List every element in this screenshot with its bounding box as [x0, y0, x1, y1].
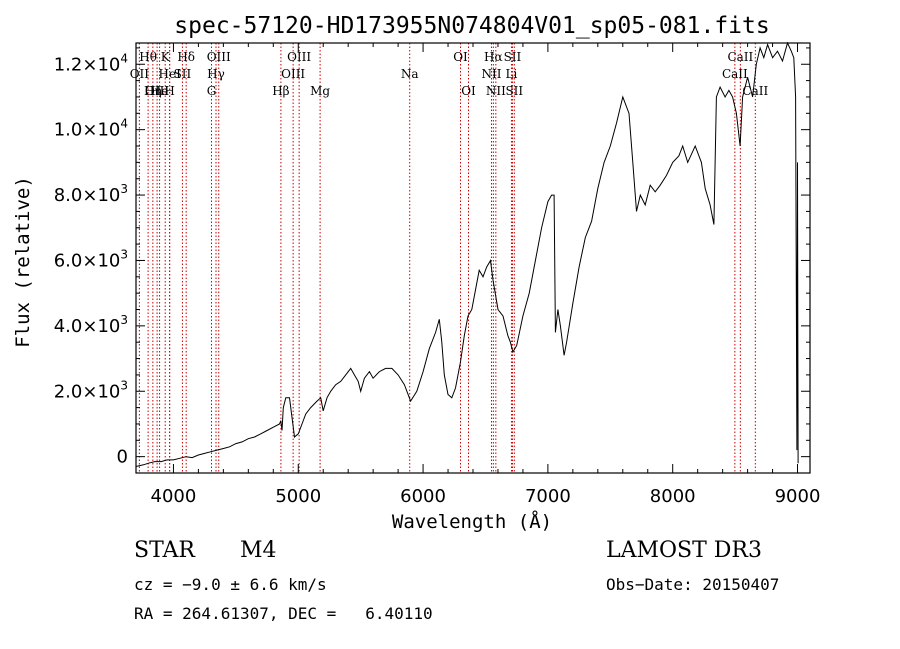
spectral-line-label: CaII	[727, 50, 753, 64]
spectral-line-label: CaII	[722, 67, 748, 81]
chart-title: spec-57120-HD173955N074804V01_sp05-081.f…	[174, 13, 769, 39]
spectral-line-label: SII	[504, 50, 522, 64]
spectral-line-label: G	[207, 84, 217, 98]
y-tick-exponent: 3	[120, 378, 128, 392]
spectral-line-label: Hδ	[177, 50, 195, 64]
spectral-line-label: OIII	[145, 84, 169, 98]
spectral-line-label: OIII	[207, 50, 231, 64]
spectral-line-label: NII	[481, 67, 501, 81]
y-tick-label: 8.0×103	[54, 182, 128, 206]
y-axis-label: Flux (relative)	[12, 176, 34, 348]
spectrum-chart: spec-57120-HD173955N074804V01_sp05-081.f…	[12, 13, 821, 533]
y-tick-exponent: 4	[120, 117, 128, 131]
spectral-line-label: OII	[130, 67, 150, 81]
spectral-line-label: Li	[506, 67, 518, 81]
plot-frame	[135, 42, 811, 474]
spectral-line-label: Hβ	[272, 84, 289, 98]
x-tick-label: 4000	[151, 486, 197, 507]
y-tick-exponent: 3	[120, 313, 128, 327]
spectral-line-markers	[138, 43, 756, 473]
observation-date: Obs−Date: 20150407	[606, 575, 780, 594]
y-tick-mantissa: 8.0×10	[54, 185, 121, 206]
y-tick-exponent: 4	[120, 51, 128, 65]
spectral-line-label: SII	[174, 67, 192, 81]
y-tick-exponent: 3	[120, 247, 128, 261]
spectral-line-label: OIII	[281, 67, 305, 81]
spectral-line-label: HeI	[159, 67, 182, 81]
spectral-line-label: CaII	[742, 84, 768, 98]
x-tick-label: 6000	[400, 486, 446, 507]
y-tick-mantissa: 0	[117, 447, 128, 468]
y-tick-label: 1.0×104	[54, 117, 128, 141]
spectral-line-label: OI	[461, 84, 476, 98]
spectral-line-label: SII	[505, 84, 523, 98]
y-tick-exponent: 3	[120, 182, 128, 196]
spectral-line-label: K	[161, 50, 171, 64]
spectral-line-label: Na	[401, 67, 419, 81]
spectral-line-label: NII	[486, 84, 506, 98]
x-tick-label: 9000	[775, 486, 821, 507]
spectral-line-label: Hθ	[139, 50, 157, 64]
y-tick-mantissa: 2.0×10	[54, 381, 121, 402]
y-tick-label: 0	[117, 447, 128, 468]
y-tick-label: 4.0×103	[54, 313, 128, 337]
y-tick-mantissa: 1.2×10	[54, 54, 121, 75]
ra-dec-coordinates: RA = 264.61307, DEC = 6.40110	[134, 604, 433, 623]
spectral-line-label: Hη	[144, 84, 162, 98]
y-tick-label: 6.0×103	[54, 247, 128, 271]
redshift-velocity: cz = −9.0 ± 6.6 km/s	[134, 575, 327, 594]
spectral-line-label: OI	[453, 50, 468, 64]
y-tick-mantissa: 4.0×10	[54, 316, 121, 337]
spectral-line-label: Mg	[310, 84, 330, 98]
spectral-line-label: H	[164, 84, 174, 98]
spectral-line-label: Hγ	[207, 67, 225, 81]
x-tick-label: 8000	[650, 486, 696, 507]
x-tick-label: 7000	[525, 486, 571, 507]
object-class: STAR	[134, 538, 195, 563]
x-tick-label: 5000	[275, 486, 321, 507]
spectrum-series-line	[135, 41, 799, 467]
x-axis-label: Wavelength (Å)	[392, 510, 552, 533]
y-tick-label: 1.2×104	[54, 51, 128, 75]
spectral-line-label: He	[151, 84, 169, 98]
y-tick-label: 2.0×103	[54, 378, 128, 402]
spectral-line-label: OIII	[287, 50, 311, 64]
object-subclass: M4	[240, 538, 277, 563]
survey-name: LAMOST DR3	[606, 538, 762, 563]
y-tick-mantissa: 1.0×10	[54, 120, 121, 141]
spectral-line-label: Hα	[484, 50, 503, 64]
y-tick-mantissa: 6.0×10	[54, 250, 121, 271]
axis-ticks: 4000 5000 6000 7000 8000 900002.0×1034.0×1036…	[54, 43, 821, 507]
